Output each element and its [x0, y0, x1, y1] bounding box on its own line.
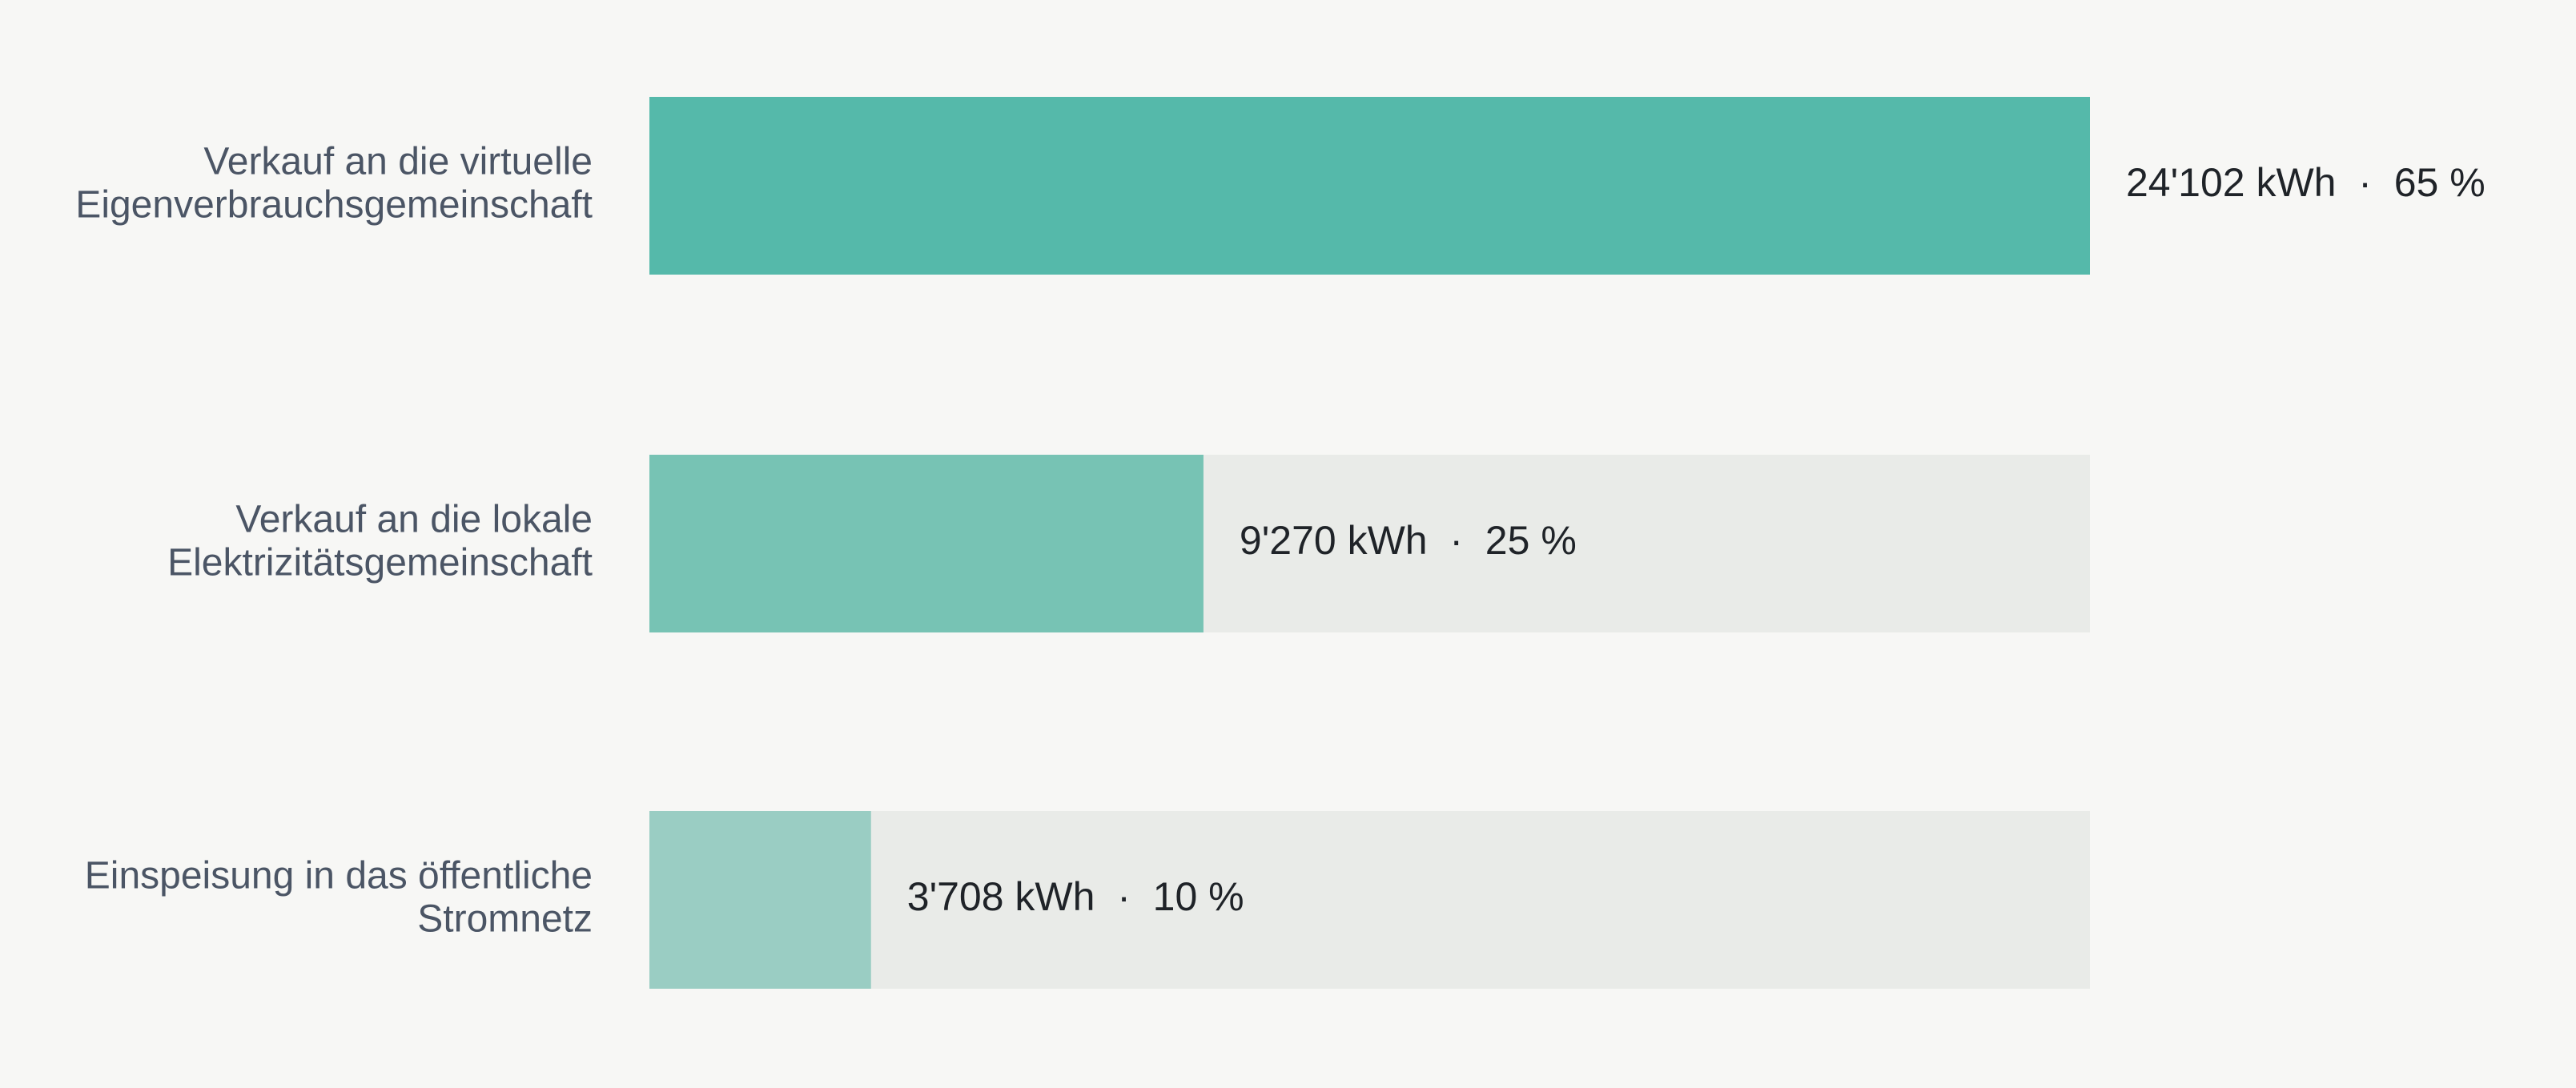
value-label: 3'708 kWh · 10 %: [907, 874, 1244, 919]
bar: [649, 811, 871, 989]
bar: [649, 97, 2090, 275]
category-label: Einspeisung in das öffentliche: [85, 855, 593, 897]
value-label: 24'102 kWh · 65 %: [2126, 160, 2486, 205]
category-label: Stromnetz: [417, 898, 593, 941]
bar: [649, 455, 1204, 632]
bar-track: [649, 811, 2090, 989]
value-label: 9'270 kWh · 25 %: [1240, 518, 1577, 563]
category-label: Verkauf an die virtuelle: [203, 141, 593, 183]
category-label: Elektrizitätsgemeinschaft: [167, 542, 593, 584]
category-label: Verkauf an die lokale: [235, 499, 593, 541]
category-label: Eigenverbrauchsgemeinschaft: [75, 184, 593, 227]
